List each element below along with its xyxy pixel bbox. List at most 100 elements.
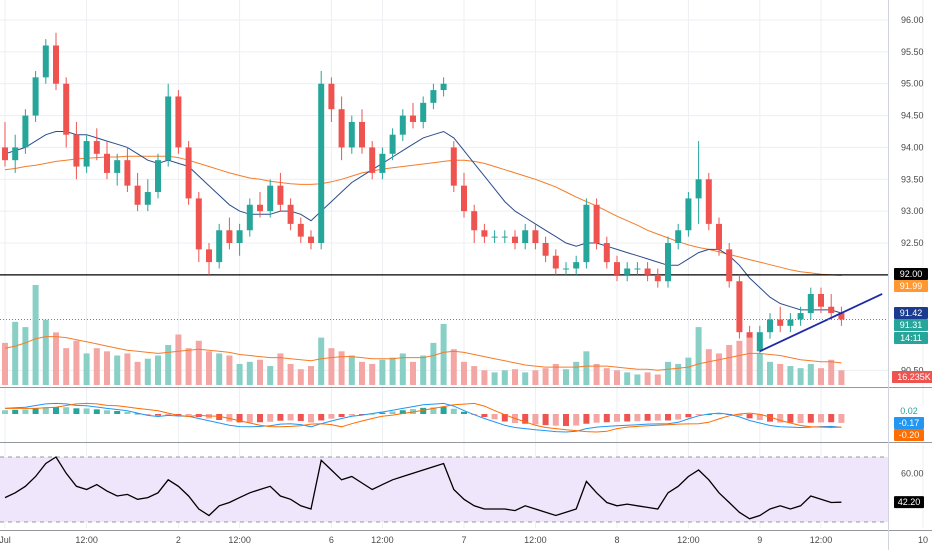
candle <box>83 134 90 173</box>
macd-histogram-bar <box>144 414 151 415</box>
candle <box>420 96 427 129</box>
candle <box>277 172 284 212</box>
volume-bar <box>114 355 121 385</box>
candle <box>308 230 314 250</box>
macd-histogram-bar <box>787 414 794 423</box>
volume-bar <box>267 366 274 385</box>
macd-histogram-bar <box>481 414 488 417</box>
macd-histogram-bar <box>359 414 365 415</box>
macd-histogram-bar <box>399 410 406 414</box>
volume-bar <box>430 342 437 385</box>
candle-body <box>665 243 671 282</box>
candle <box>665 236 671 288</box>
candle-body <box>501 236 508 238</box>
candle <box>726 243 733 288</box>
candle-body <box>818 293 824 307</box>
candle <box>267 179 274 218</box>
candle <box>430 83 437 110</box>
time-tick-label: 9 <box>757 535 762 545</box>
candle <box>338 96 345 161</box>
volume-bar <box>348 355 355 385</box>
volume-pane[interactable] <box>2 285 845 385</box>
macd-histogram-bar <box>522 414 529 424</box>
macd-histogram-bar <box>389 411 396 414</box>
candle <box>297 217 304 243</box>
candle-body <box>369 147 376 173</box>
volume-bar <box>236 363 243 385</box>
macd-histogram-bar <box>257 414 263 423</box>
macd-histogram-bar <box>185 414 192 416</box>
macd-histogram-bar <box>603 414 610 423</box>
price-axis[interactable]: 96.00 95.50 95.00 94.50 94.00 93.50 93.00 92.50… <box>892 15 932 509</box>
trendline <box>759 293 883 353</box>
volume-bar <box>124 353 131 385</box>
volume-bar <box>93 348 100 385</box>
volume-ma-line <box>4 336 842 371</box>
candle <box>410 102 416 129</box>
candle-body <box>277 185 284 205</box>
macd-pane[interactable]: 0.02 -0.17 -0.20 <box>2 402 924 441</box>
candle-body <box>583 204 590 263</box>
volume-bar <box>746 337 753 385</box>
candle <box>226 217 233 250</box>
candle <box>165 83 172 167</box>
candle <box>287 198 294 231</box>
volume-bar <box>165 345 172 385</box>
macd-histogram-bar <box>746 414 753 419</box>
candle-body <box>63 83 70 135</box>
macd-histogram-bar <box>685 414 692 418</box>
candle <box>114 153 121 186</box>
volume-bar <box>195 340 202 385</box>
price-tag: 91.42 <box>894 307 928 319</box>
volume-bar <box>73 340 80 385</box>
time-tick-label: 12:00 <box>524 535 547 545</box>
volume-bar <box>175 334 182 385</box>
candle <box>216 223 223 269</box>
macd-histogram-bar <box>583 414 590 424</box>
candle-body <box>685 198 692 231</box>
volume-bar <box>257 359 263 385</box>
volume-bar <box>185 348 192 385</box>
macd-histogram-bar <box>501 414 508 422</box>
macd-histogram-bar <box>175 414 182 416</box>
candle <box>63 77 70 148</box>
macd-histogram-bar <box>838 414 845 423</box>
macd-histogram-bar <box>42 407 49 414</box>
macd-histogram-bar <box>695 414 702 416</box>
candle-body <box>42 45 49 78</box>
rsi-tag-label: 42.20 <box>898 497 921 507</box>
candle <box>797 306 804 326</box>
candle-body <box>777 319 784 326</box>
macd-histogram-bar <box>134 413 141 415</box>
time-axis[interactable]: Jul 12:00 2 12:00 6 12:00 7 12:00 8 12:00 9 12:00 10 <box>0 535 928 545</box>
candle-body <box>267 185 274 212</box>
volume-bar <box>797 368 804 385</box>
rsi-tick-label: 60.00 <box>901 468 924 478</box>
volume-bar <box>532 370 539 385</box>
candle-body <box>399 115 406 135</box>
time-tick-label: 12:00 <box>75 535 98 545</box>
volume-bar <box>328 348 335 385</box>
candle-body <box>328 83 335 110</box>
rsi-tag: 42.20 <box>894 496 924 509</box>
volume-bar <box>756 353 763 385</box>
candle <box>818 287 824 314</box>
macd-signal-line <box>5 402 842 433</box>
price-pane[interactable] <box>0 32 888 365</box>
candle <box>501 230 508 243</box>
rsi-pane[interactable] <box>0 456 888 523</box>
macd-histogram-bar <box>338 414 345 417</box>
macd-histogram-bar <box>63 407 70 414</box>
candle-body <box>2 147 8 161</box>
candle <box>705 172 712 231</box>
candle <box>93 128 100 161</box>
candle <box>522 223 529 250</box>
volume-bar <box>134 361 141 385</box>
macd-histogram-bar <box>818 414 824 423</box>
price-tag-bg <box>894 319 928 331</box>
price-tick-label: 94.00 <box>901 142 924 152</box>
candle-body <box>379 153 386 173</box>
candle-body <box>797 313 804 320</box>
volume-bar <box>338 351 345 385</box>
candle-body <box>828 306 835 314</box>
